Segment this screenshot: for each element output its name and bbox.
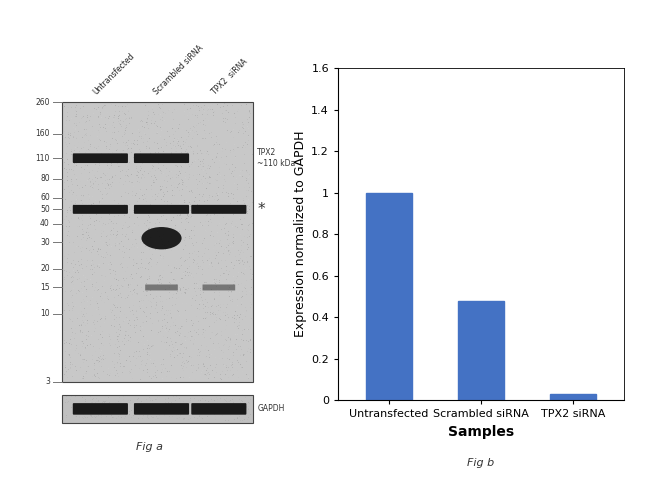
Text: GAPDH: GAPDH xyxy=(257,405,285,413)
Text: 50: 50 xyxy=(40,205,50,214)
FancyBboxPatch shape xyxy=(191,403,246,415)
Y-axis label: Expression normalized to GAPDH: Expression normalized to GAPDH xyxy=(294,131,307,338)
Text: Untransfected: Untransfected xyxy=(91,52,136,97)
Bar xyxy=(550,394,596,400)
Text: 3: 3 xyxy=(45,377,50,386)
FancyBboxPatch shape xyxy=(134,205,189,214)
Text: Fig a: Fig a xyxy=(136,442,163,451)
Text: *: * xyxy=(257,202,265,217)
Text: 260: 260 xyxy=(35,98,50,107)
FancyBboxPatch shape xyxy=(73,205,128,214)
Bar xyxy=(366,193,412,400)
Text: 110: 110 xyxy=(36,154,50,163)
FancyBboxPatch shape xyxy=(191,205,246,214)
X-axis label: Samples: Samples xyxy=(448,425,514,439)
Text: 160: 160 xyxy=(35,129,50,139)
Text: 80: 80 xyxy=(40,174,50,183)
Text: TPX2
~110 kDa: TPX2 ~110 kDa xyxy=(257,148,296,168)
FancyBboxPatch shape xyxy=(134,403,189,415)
Text: Scrambled siRNA: Scrambled siRNA xyxy=(152,44,205,97)
Text: 30: 30 xyxy=(40,238,50,247)
Ellipse shape xyxy=(142,227,181,249)
Text: Fig b: Fig b xyxy=(467,459,495,468)
FancyBboxPatch shape xyxy=(62,102,254,382)
Bar xyxy=(458,301,504,400)
FancyBboxPatch shape xyxy=(73,153,128,163)
FancyBboxPatch shape xyxy=(203,285,235,290)
Text: 20: 20 xyxy=(40,264,50,273)
FancyBboxPatch shape xyxy=(62,395,254,423)
FancyBboxPatch shape xyxy=(145,285,178,290)
Text: 15: 15 xyxy=(40,283,50,292)
Text: 10: 10 xyxy=(40,309,50,318)
FancyBboxPatch shape xyxy=(134,153,189,163)
FancyBboxPatch shape xyxy=(73,403,128,415)
Text: TPX2  siRNA: TPX2 siRNA xyxy=(210,58,249,97)
Text: 60: 60 xyxy=(40,193,50,202)
Text: 40: 40 xyxy=(40,219,50,228)
